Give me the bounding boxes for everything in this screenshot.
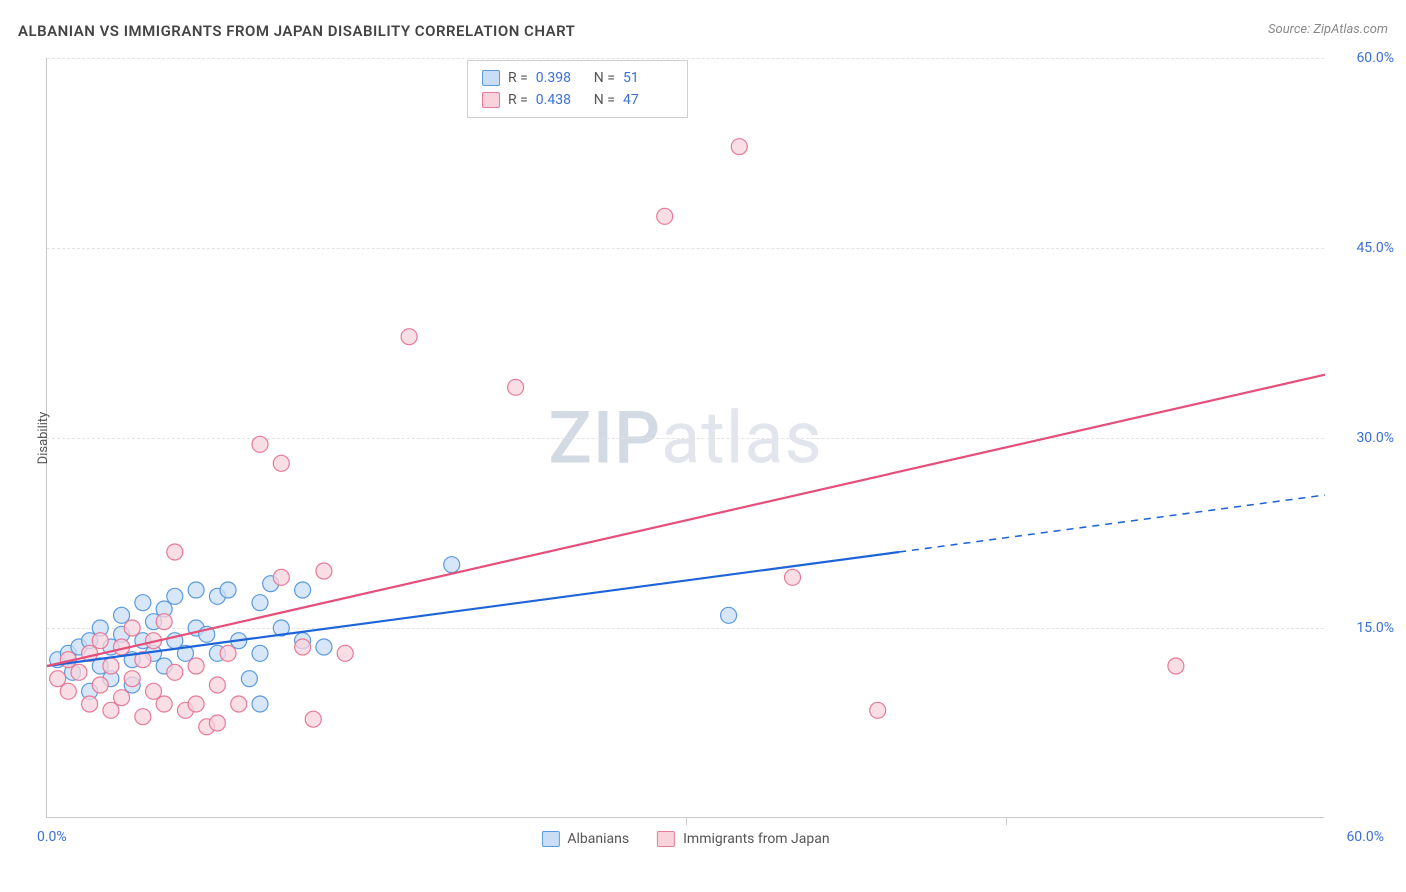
scatter-point (731, 139, 747, 155)
legend-n-label: N = (594, 67, 615, 89)
scatter-point (188, 582, 204, 598)
legend-r-value: 0.438 (536, 89, 586, 111)
legend-r-label: R = (508, 89, 528, 111)
scatter-point (220, 582, 236, 598)
x-tick (686, 817, 687, 825)
scatter-point (92, 677, 108, 693)
scatter-point (167, 544, 183, 560)
scatter-point (305, 711, 321, 727)
scatter-point (273, 455, 289, 471)
series-legend-item: Immigrants from Japan (657, 831, 829, 847)
scatter-point (316, 563, 332, 579)
scatter-point (252, 645, 268, 661)
scatter-point (785, 569, 801, 585)
scatter-point (135, 709, 151, 725)
chart-title: ALBANIAN VS IMMIGRANTS FROM JAPAN DISABI… (18, 22, 575, 40)
trend-line-extrapolated (899, 495, 1325, 552)
scatter-point (273, 569, 289, 585)
scatter-point (444, 557, 460, 573)
scatter-point (252, 436, 268, 452)
scatter-point (337, 645, 353, 661)
scatter-point (241, 671, 257, 687)
legend-n-value: 51 (623, 67, 673, 89)
scatter-point (209, 715, 225, 731)
scatter-point (657, 208, 673, 224)
series-legend-label: Albanians (567, 831, 629, 847)
scatter-point (50, 671, 66, 687)
legend-row: R = 0.398 N = 51 (482, 67, 673, 89)
chart-container: ALBANIAN VS IMMIGRANTS FROM JAPAN DISABI… (0, 0, 1406, 892)
scatter-point (135, 595, 151, 611)
series-legend: Albanians Immigrants from Japan (541, 831, 829, 847)
scatter-point (252, 696, 268, 712)
scatter-point (252, 595, 268, 611)
scatter-point (401, 329, 417, 345)
scatter-point (316, 639, 332, 655)
plot-area: Disability ZIPatlas 15.0%30.0%45.0%60.0%… (46, 58, 1324, 818)
legend-n-value: 47 (623, 89, 673, 111)
scatter-point (231, 696, 247, 712)
scatter-plot-svg (47, 58, 1324, 817)
scatter-point (188, 696, 204, 712)
legend-n-label: N = (594, 89, 615, 111)
legend-swatch-icon (657, 831, 675, 847)
legend-swatch-icon (482, 70, 500, 86)
legend-row: R = 0.438 N = 47 (482, 89, 673, 111)
y-tick-label: 45.0% (1356, 240, 1394, 256)
scatter-point (103, 658, 119, 674)
scatter-point (146, 683, 162, 699)
legend-swatch-icon (482, 92, 500, 108)
scatter-point (82, 696, 98, 712)
scatter-point (103, 702, 119, 718)
x-tick (1006, 817, 1007, 825)
series-legend-label: Immigrants from Japan (683, 831, 829, 847)
legend-r-value: 0.398 (536, 67, 586, 89)
scatter-point (156, 614, 172, 630)
scatter-point (167, 664, 183, 680)
legend-r-label: R = (508, 67, 528, 89)
scatter-point (870, 702, 886, 718)
scatter-point (721, 607, 737, 623)
scatter-point (1168, 658, 1184, 674)
scatter-point (508, 379, 524, 395)
series-legend-item: Albanians (541, 831, 629, 847)
x-origin-label: 0.0% (37, 829, 67, 845)
scatter-point (167, 588, 183, 604)
y-tick-label: 30.0% (1356, 430, 1394, 446)
scatter-point (71, 664, 87, 680)
scatter-point (295, 582, 311, 598)
correlation-legend: R = 0.398 N = 51 R = 0.438 N = 47 (467, 60, 688, 118)
scatter-point (188, 658, 204, 674)
chart-source: Source: ZipAtlas.com (1268, 22, 1388, 37)
x-max-label: 60.0% (1346, 829, 1384, 845)
scatter-point (209, 677, 225, 693)
y-tick-label: 15.0% (1356, 620, 1394, 636)
scatter-point (60, 683, 76, 699)
scatter-point (92, 633, 108, 649)
scatter-point (124, 671, 140, 687)
scatter-point (295, 639, 311, 655)
y-tick-label: 60.0% (1356, 50, 1394, 66)
scatter-point (220, 645, 236, 661)
scatter-point (156, 696, 172, 712)
scatter-point (114, 607, 130, 623)
legend-swatch-icon (541, 831, 559, 847)
scatter-point (124, 620, 140, 636)
scatter-point (114, 690, 130, 706)
